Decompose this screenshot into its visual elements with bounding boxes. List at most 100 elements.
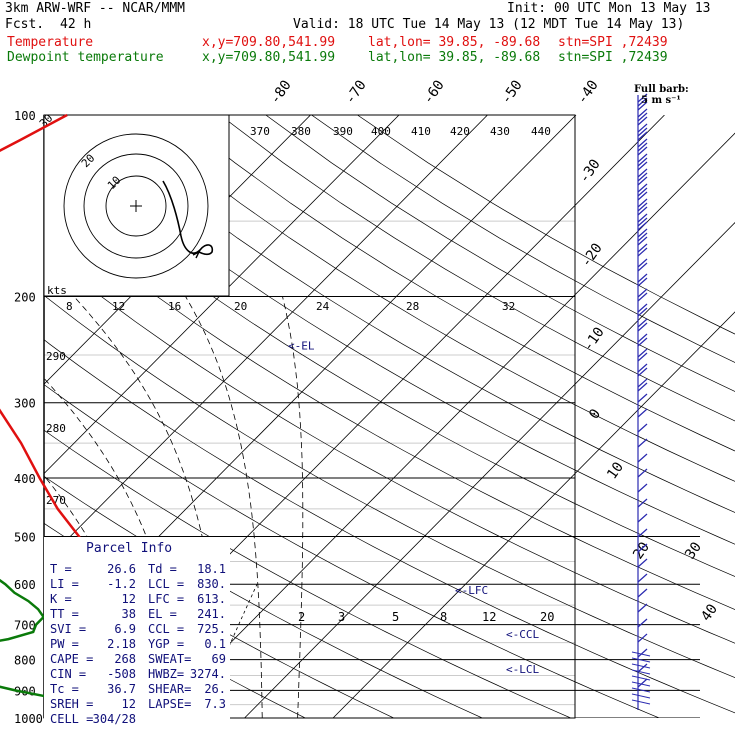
- isotherm-line: [155, 132, 735, 718]
- wind-barb: [637, 363, 648, 373]
- wind-barb: [637, 213, 648, 223]
- wind-barb: [637, 123, 648, 133]
- wind-barb-low: [631, 699, 651, 705]
- parcel-info-key: CELL =: [50, 712, 93, 726]
- theta-label: 370: [250, 125, 270, 138]
- wind-barb: [637, 131, 648, 141]
- wind-barb: [637, 382, 648, 392]
- wind-barb: [637, 161, 648, 171]
- wind-barb: [637, 438, 648, 448]
- dewpoint-legend: Dewpoint temperature: [7, 50, 164, 65]
- wind-barb: [637, 112, 648, 122]
- wind-barb: [637, 153, 648, 163]
- wind-barb: [637, 348, 648, 358]
- wind-barb: [637, 97, 648, 107]
- theta-label: 430: [490, 125, 510, 138]
- isotherm-line: [44, 115, 400, 475]
- isotherm-line: [332, 311, 735, 718]
- wind-barb-low: [631, 681, 651, 687]
- wind-barb: [637, 337, 648, 347]
- wind-barb: [637, 187, 648, 197]
- wind-barb: [637, 108, 648, 118]
- isotherm-label: -80: [267, 77, 295, 107]
- parcel-info-key: PW =: [50, 637, 79, 651]
- level-marker: <-LCL: [506, 663, 539, 676]
- wind-barb-low: [631, 663, 651, 669]
- wind-barb: [637, 513, 648, 523]
- wind-barb: [637, 528, 648, 538]
- temperature-legend: Temperature: [7, 35, 94, 50]
- mixing-ratio-label: 20: [540, 610, 554, 624]
- parcel-info-value: 304/28: [93, 712, 136, 726]
- dry-adiabat: [44, 207, 735, 610]
- parcel-info-value: 12: [122, 592, 136, 606]
- parcel-info-key2: LAPSE=: [148, 697, 191, 711]
- hodo-speed-label: 16: [168, 300, 181, 313]
- parcel-info-key: TT =: [50, 607, 79, 621]
- isotherm-label: 20: [630, 539, 653, 562]
- hodograph-trace: [162, 180, 214, 256]
- hodograph-unit: kts: [47, 284, 67, 297]
- parcel-info-value: -508: [107, 667, 136, 681]
- wind-barb: [637, 116, 648, 126]
- isotherm-line: [244, 222, 735, 718]
- wind-barb: [637, 367, 648, 377]
- wind-barb: [637, 303, 648, 313]
- isobar-label: 300: [14, 397, 36, 411]
- wind-barb: [637, 172, 648, 182]
- hodograph-ring: [105, 175, 167, 237]
- level-marker: <-LFC: [455, 584, 488, 597]
- parcel-info-value2: 26.: [204, 682, 226, 696]
- dry-adiabat: [44, 429, 571, 718]
- parcel-info-key2: CCL =: [148, 622, 184, 636]
- mixing-ratio-label: 8: [440, 610, 447, 624]
- parcel-info-title: Parcel Info: [86, 541, 172, 556]
- dry-adiabat: [265, 115, 735, 392]
- wind-barb: [637, 273, 648, 283]
- dry-adiabat: [44, 164, 735, 577]
- wind-barb: [637, 408, 648, 418]
- barb-legend-title: Full barb:: [634, 84, 689, 95]
- isotherm-line: [44, 115, 488, 564]
- parcel-info-panel: [44, 537, 230, 727]
- parcel-info-key: T =: [50, 562, 72, 576]
- dew-station: stn=SPI ,72439: [558, 50, 668, 65]
- wind-barb-low: [631, 687, 651, 693]
- isobar-label: 500: [14, 530, 36, 544]
- dry-adiabat: [173, 115, 735, 452]
- parcel-info-key2: LCL =: [148, 577, 184, 591]
- isobar-label: 200: [14, 291, 36, 305]
- dry-adiabat: [82, 115, 735, 513]
- wind-barb: [637, 558, 648, 568]
- wind-barb: [637, 453, 648, 463]
- wind-barb: [637, 378, 648, 388]
- wind-barb: [637, 633, 648, 643]
- dry-adiabat: [44, 120, 735, 545]
- isotherm-label: -50: [498, 77, 526, 107]
- parcel-info-value2: 241.: [197, 607, 226, 621]
- wind-barb: [637, 648, 648, 658]
- parcel-info-value2: 7.3: [204, 697, 226, 711]
- parcel-info-value: 6.9: [114, 622, 136, 636]
- parcel-info-key2: EL =: [148, 607, 177, 621]
- theta-label: 410: [411, 125, 431, 138]
- moist-adiabat: [282, 296, 304, 718]
- wind-barb: [637, 468, 648, 478]
- wind-barb: [637, 202, 648, 212]
- wind-barb: [637, 483, 648, 493]
- dry-adiabat: [128, 115, 735, 482]
- fcst-value: 42 h: [60, 17, 92, 32]
- wind-barb: [637, 307, 648, 317]
- dry-adiabat: [219, 115, 735, 422]
- hodo-speed-label: 12: [112, 300, 125, 313]
- wind-barb: [637, 663, 648, 673]
- dry-adiabat: [44, 384, 660, 718]
- isotherm-label: -30: [576, 156, 604, 186]
- hodo-speed-label: 24: [316, 300, 330, 313]
- wind-barb: [637, 142, 648, 152]
- wind-barb: [637, 127, 648, 137]
- temp-station: stn=SPI ,72439: [558, 35, 668, 50]
- wind-barb-low: [631, 651, 651, 657]
- mixing-ratio-label: 3: [338, 610, 345, 624]
